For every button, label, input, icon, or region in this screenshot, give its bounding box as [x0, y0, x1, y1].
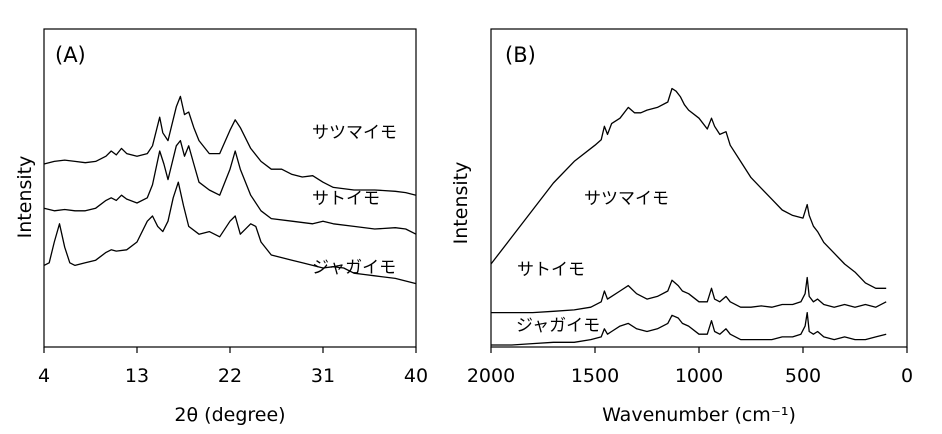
series-label: ジャガイモ: [312, 258, 396, 278]
panel-b-traces: [490, 87, 887, 346]
x-tick-label: 13: [125, 365, 149, 387]
series-label: サトイモ: [312, 189, 380, 209]
panel-b-x-axis-label: Wavenumber (cm⁻¹): [602, 404, 796, 426]
x-tick-label: 4: [38, 365, 50, 387]
panel-a-y-axis-label: Intensity: [14, 156, 36, 239]
x-tick-label: 1500: [571, 365, 619, 387]
panel-a-label: (A): [55, 43, 86, 67]
series-line: [490, 87, 887, 289]
panel-b-frame: [490, 28, 908, 348]
panel-b-y-axis-label: Intensity: [450, 162, 472, 245]
series-line: [43, 181, 417, 285]
x-tick-label: 0: [901, 365, 913, 387]
series-label: サトイモ: [517, 260, 585, 280]
series-line: [43, 95, 417, 196]
panel-a-x-ticks: 4 13 22 31 40: [38, 347, 428, 387]
series-line: [491, 276, 887, 314]
x-tick-label: 31: [311, 365, 335, 387]
series-line: [43, 139, 417, 235]
series-line: [491, 311, 887, 346]
series-label: ジャガイモ: [516, 316, 600, 336]
panel-b-label: (B): [505, 43, 536, 67]
x-tick-label: 22: [218, 365, 242, 387]
x-tick-label: 2000: [467, 365, 515, 387]
panel-b-x-ticks: 2000 1500 1000 500 0: [467, 347, 913, 387]
panel-a-x-axis-label: 2θ (degree): [174, 404, 285, 426]
x-tick-label: 1000: [675, 365, 723, 387]
panel-a-traces: [43, 95, 417, 285]
x-tick-label: 500: [785, 365, 821, 387]
series-label: サツマイモ: [312, 123, 397, 143]
panel-a-frame: [43, 28, 417, 348]
series-label: サツマイモ: [584, 189, 669, 209]
x-tick-label: 40: [404, 365, 428, 387]
